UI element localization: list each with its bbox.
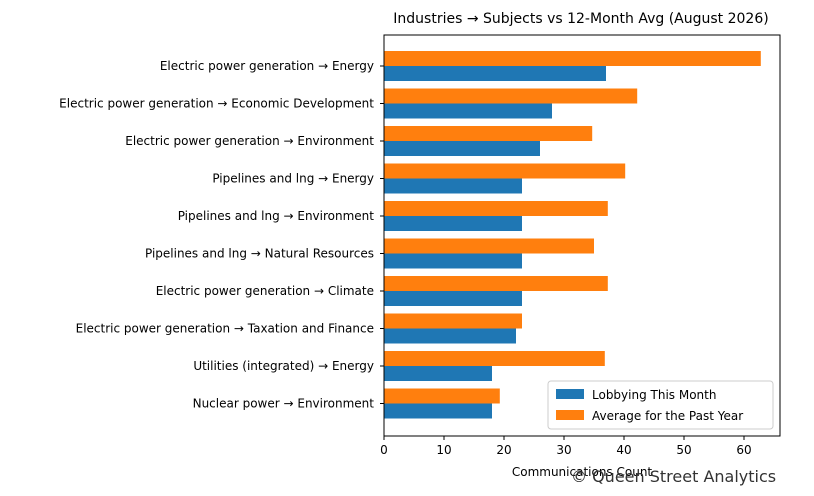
- bar-this-month-3: [384, 178, 522, 194]
- bar-this-month-9: [384, 403, 492, 419]
- bar-this-month-1: [384, 103, 552, 119]
- legend-label-1: Average for the Past Year: [592, 409, 743, 423]
- legend-box: [547, 380, 774, 430]
- x-axis-ticks: 0 10 20 30 40 50 60: [380, 436, 752, 457]
- x-tick-label-6: 60: [736, 443, 751, 457]
- bar-this-month-2: [384, 141, 540, 156]
- bar-this-month-0: [384, 66, 606, 81]
- bar-past-year-avg-8: [384, 351, 605, 366]
- y-tick-label-0: Electric power generation → Energy: [160, 59, 374, 73]
- x-tick-label-1: 10: [436, 443, 451, 457]
- plot-frame: [383, 34, 781, 437]
- x-tick-label-2: 20: [496, 443, 511, 457]
- bar-past-year-avg-7: [384, 313, 522, 329]
- y-tick-label-4: Pipelines and lng → Environment: [178, 209, 375, 223]
- bar-past-year-avg-9: [384, 388, 500, 404]
- bar-past-year-avg-0: [384, 51, 761, 66]
- x-tick-label-5: 50: [676, 443, 691, 457]
- y-tick-label-2: Electric power generation → Environment: [125, 134, 374, 148]
- x-tick-label-3: 30: [556, 443, 571, 457]
- y-tick-label-3: Pipelines and lng → Energy: [212, 172, 374, 186]
- bar-past-year-avg-6: [384, 276, 608, 291]
- legend-swatch-0: [556, 389, 584, 399]
- legend-swatch-1: [556, 410, 584, 420]
- x-tick-label-0: 0: [380, 443, 388, 457]
- y-tick-label-6: Electric power generation → Climate: [156, 284, 374, 298]
- y-tick-label-9: Nuclear power → Environment: [193, 397, 375, 411]
- bar-this-month-5: [384, 253, 522, 269]
- x-tick-label-4: 40: [616, 443, 631, 457]
- y-tick-label-5: Pipelines and lng → Natural Resources: [145, 247, 374, 261]
- bar-this-month-4: [384, 216, 522, 231]
- bar-this-month-6: [384, 291, 522, 306]
- y-axis-ticks: Electric power generation → Energy Electr…: [59, 59, 384, 411]
- bar-this-month-7: [384, 328, 516, 344]
- bar-this-month-8: [384, 366, 492, 381]
- x-axis-label: Communications Count: [512, 465, 653, 479]
- bar-past-year-avg-3: [384, 163, 626, 179]
- legend[interactable]: Lobbying This Month Average for the Past …: [547, 380, 774, 430]
- chart-title: Industries → Subjects vs 12-Month Avg (A…: [393, 11, 768, 27]
- bar-past-year-avg-5: [384, 238, 594, 254]
- bar-past-year-avg-4: [384, 201, 608, 216]
- legend-label-0: Lobbying This Month: [592, 388, 716, 402]
- bar-past-year-avg-1: [384, 88, 638, 104]
- bar-past-year-avg-2: [384, 126, 593, 141]
- y-tick-label-1: Electric power generation → Economic Dev…: [59, 97, 374, 111]
- bars-group: [384, 51, 761, 419]
- y-tick-label-8: Utilities (integrated) → Energy: [193, 359, 374, 373]
- watermark: © Queen Street Analytics: [571, 467, 777, 486]
- y-tick-label-7: Electric power generation → Taxation and…: [76, 322, 374, 336]
